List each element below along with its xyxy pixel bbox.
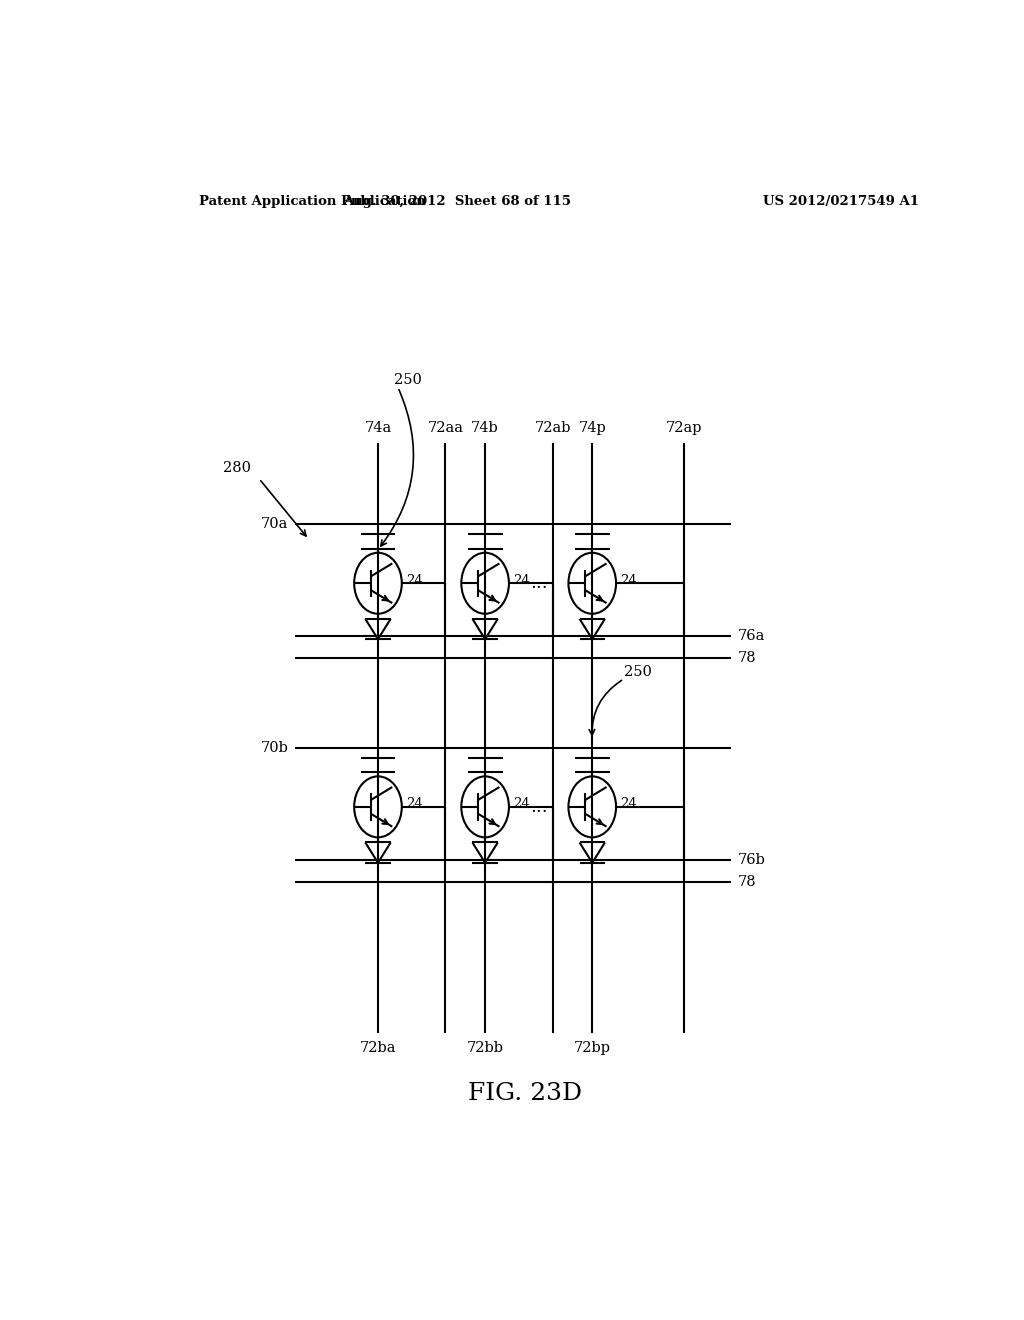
Text: 24: 24 [620, 574, 637, 586]
Text: 24: 24 [513, 574, 529, 586]
Text: 70a: 70a [261, 517, 289, 532]
Text: 250: 250 [394, 374, 422, 387]
Text: FIG. 23D: FIG. 23D [468, 1082, 582, 1105]
Text: ...: ... [529, 574, 548, 593]
Text: 70b: 70b [260, 741, 289, 755]
Text: 72ap: 72ap [666, 421, 701, 434]
Text: 78: 78 [737, 875, 756, 890]
Text: 72ab: 72ab [535, 421, 570, 434]
Text: 74p: 74p [579, 421, 606, 434]
Text: US 2012/0217549 A1: US 2012/0217549 A1 [763, 195, 919, 209]
Text: 72ba: 72ba [359, 1040, 396, 1055]
Text: 76a: 76a [737, 630, 765, 643]
Text: 24: 24 [620, 797, 637, 810]
Text: 24: 24 [513, 797, 529, 810]
Text: ...: ... [529, 797, 548, 816]
Text: 280: 280 [223, 462, 251, 475]
Text: 250: 250 [624, 665, 652, 678]
Text: 72bb: 72bb [467, 1040, 504, 1055]
Text: Aug. 30, 2012  Sheet 68 of 115: Aug. 30, 2012 Sheet 68 of 115 [343, 195, 571, 209]
Text: Patent Application Publication: Patent Application Publication [200, 195, 426, 209]
Text: 24: 24 [406, 797, 423, 810]
Text: 72bp: 72bp [573, 1040, 610, 1055]
Text: 24: 24 [406, 574, 423, 586]
Text: 78: 78 [737, 652, 756, 665]
Text: 72aa: 72aa [427, 421, 464, 434]
Text: 74b: 74b [471, 421, 499, 434]
Text: 74a: 74a [365, 421, 391, 434]
Text: 76b: 76b [737, 853, 765, 867]
